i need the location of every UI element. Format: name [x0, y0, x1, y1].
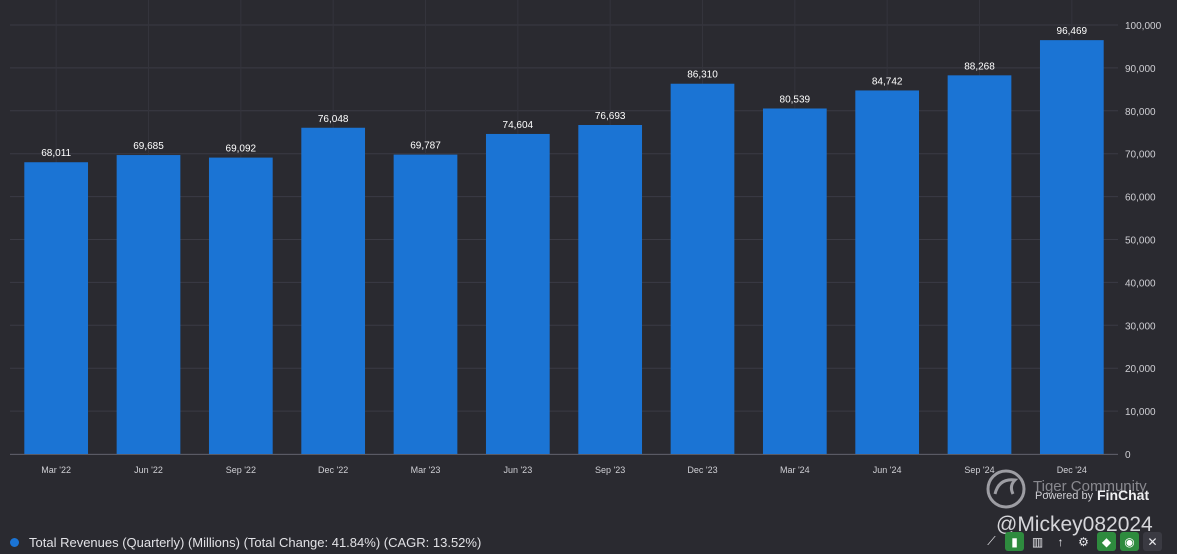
bar — [116, 155, 181, 455]
x-tick-label: Sep '23 — [595, 465, 625, 475]
x-tick-label: Jun '24 — [873, 465, 902, 475]
bar — [24, 162, 89, 455]
watermark-brand: FinChat — [1097, 487, 1150, 503]
y-tick-label: 20,000 — [1125, 364, 1156, 375]
x-tick-label: Dec '23 — [687, 465, 717, 475]
eye-icon[interactable]: ◉ — [1120, 532, 1139, 551]
bar — [485, 133, 550, 454]
x-tick-label: Jun '22 — [134, 465, 163, 475]
data-label: 68,011 — [41, 148, 71, 159]
tag-icon[interactable]: ◆ — [1097, 532, 1116, 551]
bar — [301, 127, 366, 454]
x-tick-label: Jun '23 — [503, 465, 532, 475]
data-label: 76,048 — [318, 114, 349, 125]
x-tick-label: Mar '24 — [780, 465, 810, 475]
bar — [208, 157, 273, 454]
y-tick-label: 40,000 — [1125, 278, 1156, 289]
watermark-community: Tiger Community — [1033, 478, 1147, 495]
data-label: 69,787 — [410, 141, 441, 152]
legend-dot — [10, 537, 19, 547]
data-label: 74,604 — [503, 120, 534, 131]
y-tick-label: 70,000 — [1125, 150, 1156, 161]
revenue-bar-chart: 68,011 69,685 69,092 76,048 69,787 74,604 76,6… — [10, 0, 1162, 475]
bars — [24, 40, 1104, 455]
x-tick-label: Dec '22 — [318, 465, 348, 475]
data-labels: 68,011 69,685 69,092 76,048 69,787 74,604 76,6… — [41, 26, 1087, 159]
data-label: 69,092 — [226, 144, 257, 155]
y-tick-label: 50,000 — [1125, 236, 1156, 247]
bar-chart-icon[interactable]: ▮ — [1005, 532, 1024, 551]
y-tick-label: 60,000 — [1125, 193, 1156, 204]
y-tick-label: 10,000 — [1125, 407, 1156, 418]
y-tick-label: 90,000 — [1125, 64, 1156, 75]
legend-label: Total Revenues (Quarterly) (Millions) (T… — [29, 534, 482, 550]
bar — [855, 90, 920, 454]
x-axis: Mar '22 Jun '22 Sep '22 Dec '22 Mar '23 Jun '… — [10, 454, 1118, 475]
data-label: 69,685 — [133, 141, 164, 152]
bar — [947, 75, 1012, 455]
data-label: 88,268 — [964, 61, 995, 72]
settings-icon[interactable]: ⚙ — [1078, 534, 1089, 549]
bar — [1039, 40, 1104, 455]
watermark-powered-by: Powered by — [1035, 490, 1094, 502]
bar — [578, 124, 643, 454]
y-tick-label: 100,000 — [1125, 21, 1162, 32]
tiger-logo-icon — [986, 469, 1026, 509]
x-tick-label: Sep '24 — [964, 465, 994, 475]
bar — [670, 83, 735, 454]
y-tick-label: 0 — [1125, 450, 1131, 461]
legend[interactable]: Total Revenues (Quarterly) (Millions) (T… — [10, 533, 481, 551]
y-tick-label: 80,000 — [1125, 107, 1156, 118]
data-label: 86,310 — [687, 70, 718, 81]
sort-icon[interactable]: ↑ — [1057, 534, 1064, 549]
bar-chart-alt-icon[interactable]: ▥ — [1031, 534, 1044, 549]
x-tick-label: Mar '22 — [41, 465, 71, 475]
x-tick-label: Dec '24 — [1057, 465, 1087, 475]
bar — [762, 108, 827, 455]
data-label: 84,742 — [872, 76, 903, 87]
data-label: 80,539 — [780, 94, 811, 105]
y-axis: 0 10,000 20,000 30,000 40,000 50,000 60,000 70,… — [1125, 21, 1162, 461]
data-label: 96,469 — [1057, 26, 1088, 37]
watermark: Tiger Community Powered by FinChat — [985, 468, 1175, 509]
x-tick-label: Sep '22 — [226, 465, 256, 475]
y-tick-label: 30,000 — [1125, 321, 1156, 332]
chart-toolbar: ⟋ ▮ ▥ ↑ ⚙ ◆ ◉ ✕ — [982, 532, 1162, 551]
bar — [393, 154, 458, 454]
line-chart-icon[interactable]: ⟋ — [987, 534, 996, 548]
data-label: 76,693 — [595, 111, 626, 122]
x-tick-label: Mar '23 — [411, 465, 441, 475]
watermark-handle: @Mickey082024 — [996, 513, 1153, 536]
close-icon[interactable]: ✕ — [1143, 532, 1162, 551]
